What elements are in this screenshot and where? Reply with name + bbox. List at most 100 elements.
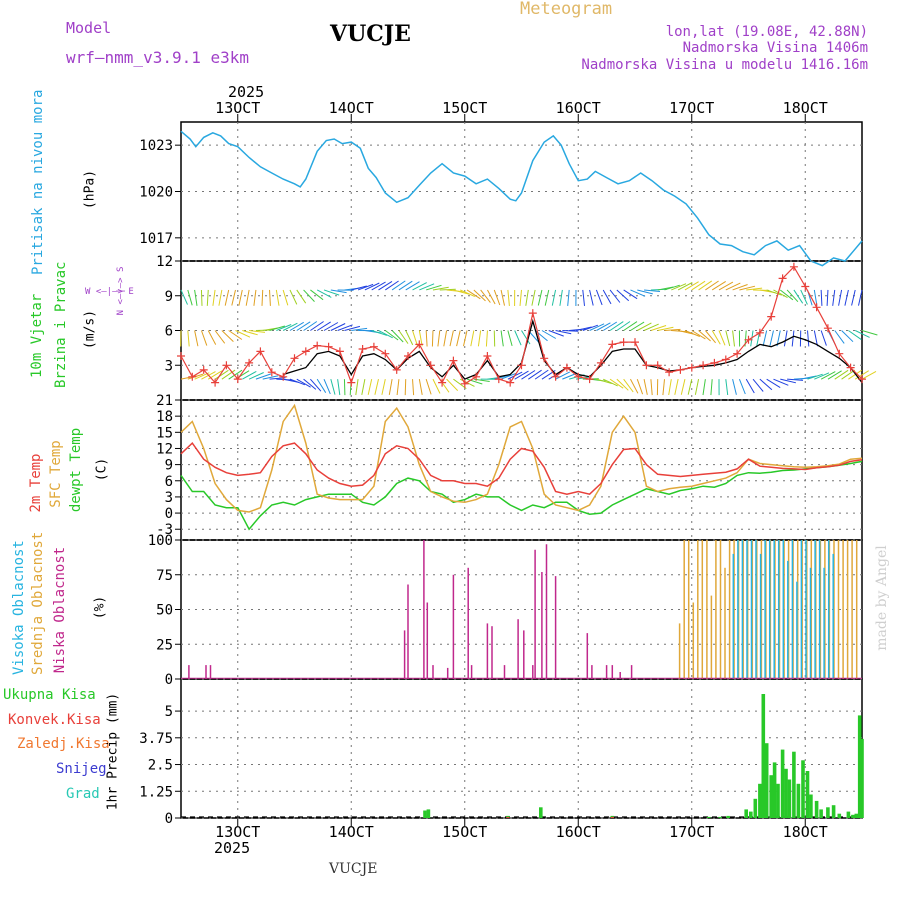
precip-total-bar xyxy=(784,768,788,818)
wind-barb xyxy=(838,289,843,306)
wind-barb xyxy=(861,330,878,336)
wind-barb xyxy=(537,289,543,306)
wind-barb xyxy=(854,370,869,380)
wind-barb xyxy=(630,378,639,394)
wind-barb xyxy=(446,378,459,391)
wind-barb xyxy=(269,289,271,306)
precip-total-label: Ukupna Kisa xyxy=(3,687,96,703)
wind-barb xyxy=(698,330,711,342)
wind-speed-marker xyxy=(517,361,526,370)
wind-speed-marker xyxy=(245,358,254,367)
y-tick-label: 21 xyxy=(156,393,173,409)
wind-barb xyxy=(310,321,324,331)
wind-speed-marker xyxy=(528,309,537,318)
precip-total-bar xyxy=(769,775,773,818)
precip-total-bar xyxy=(831,805,836,818)
precip-total-bar xyxy=(718,816,722,818)
wind-barb xyxy=(231,289,236,306)
wind-barb xyxy=(623,289,638,300)
wind-speed-marker xyxy=(608,340,617,349)
wind-barb xyxy=(344,325,361,331)
wind-barb xyxy=(371,330,388,336)
wind-barb xyxy=(643,379,648,395)
year-top-label: 2025 xyxy=(228,83,265,101)
wind-barb xyxy=(200,289,203,306)
wind-barb xyxy=(630,321,645,331)
wind-barb xyxy=(500,289,505,306)
wind-barb xyxy=(443,330,448,347)
wind-barb xyxy=(684,281,699,291)
wind-barb xyxy=(718,330,726,346)
wind-barb xyxy=(521,370,536,380)
wind-compass-we: W <–|–> E xyxy=(85,287,134,297)
wind-barb xyxy=(691,330,706,340)
wind-barb xyxy=(228,369,243,380)
precip-total-bar xyxy=(776,783,780,818)
precip-total-bar xyxy=(846,811,851,818)
precip-total-bar xyxy=(819,809,823,818)
wind-barb xyxy=(745,378,755,394)
wind-barb xyxy=(718,281,734,291)
wind-barb xyxy=(544,289,550,306)
wind-barb xyxy=(609,378,624,389)
precip-total-bar xyxy=(761,694,766,818)
wind-barb xyxy=(310,289,324,301)
precip-total-bar xyxy=(426,809,431,818)
wind-speed-marker xyxy=(404,352,412,360)
wind-speed-marker xyxy=(676,365,685,374)
wind-barb xyxy=(582,324,599,331)
y-tick-label: 2.5 xyxy=(148,758,173,774)
wind-barb xyxy=(514,330,522,346)
precip-total-bar xyxy=(764,743,769,818)
wind-barb xyxy=(551,289,557,306)
wind-barb xyxy=(398,280,413,291)
wind-barb xyxy=(827,370,842,380)
wind-barb xyxy=(316,378,327,393)
wind-barb xyxy=(245,289,250,306)
wind-barb xyxy=(732,284,748,291)
wind-speed-marker xyxy=(823,324,832,333)
y-tick-label: 3 xyxy=(165,358,173,374)
y-tick-label: 1017 xyxy=(139,231,173,247)
precip-hail-label: Grad xyxy=(66,786,100,802)
wind-barb xyxy=(180,289,188,305)
wind-speed-marker xyxy=(744,335,753,344)
wind-obs-line xyxy=(283,318,863,383)
wind-barb xyxy=(616,321,631,331)
x-label-bottom: 15OCT xyxy=(442,823,487,841)
wind-barb xyxy=(725,330,731,347)
y-tick-label: 75 xyxy=(156,568,173,584)
wind-barb xyxy=(616,378,629,391)
sfc-temp-line xyxy=(180,403,863,513)
wind-speed-marker xyxy=(631,338,639,347)
wind-barb xyxy=(419,283,435,291)
wind-barb xyxy=(323,322,339,331)
wind-speed-marker xyxy=(369,342,378,351)
wind-barb xyxy=(769,330,774,347)
wind-barb xyxy=(525,289,529,306)
wind-barb xyxy=(834,330,845,344)
wind-speed-marker xyxy=(449,356,458,365)
wind-speed-marker xyxy=(596,358,605,367)
precip-total-bar xyxy=(851,814,855,818)
wind-barb xyxy=(187,289,193,306)
wind-barb xyxy=(206,289,209,306)
wind-barb xyxy=(848,330,862,341)
wind-barb xyxy=(405,281,420,291)
wind-barb xyxy=(405,330,414,346)
wind-barb xyxy=(813,330,818,347)
wind-barb xyxy=(596,322,611,331)
wind-barb xyxy=(351,285,367,291)
precip-conv-bar xyxy=(506,816,510,818)
precip-total-bar xyxy=(857,715,862,818)
wind-barb xyxy=(582,289,585,306)
wind-barb xyxy=(783,330,788,347)
wind-barb xyxy=(289,289,298,305)
wind-speed-marker xyxy=(199,365,208,374)
wind-speed-marker xyxy=(222,361,231,370)
wind-barb xyxy=(303,321,318,331)
wind-barb xyxy=(813,289,818,306)
wind-speed-marker xyxy=(472,372,481,381)
wind-barb xyxy=(528,369,542,380)
temp-2m-line xyxy=(180,441,863,496)
